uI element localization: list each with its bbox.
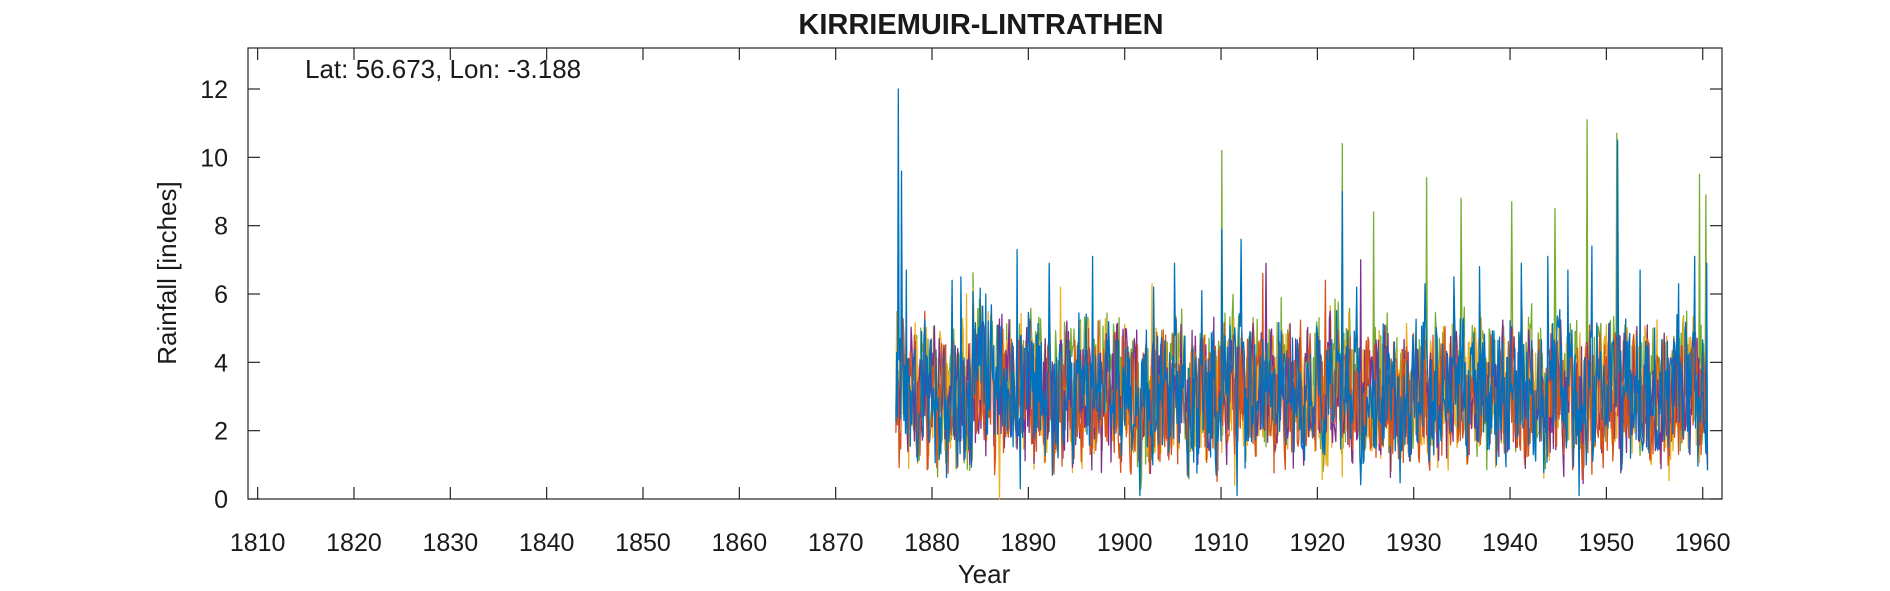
series-layer [895, 88, 1709, 500]
y-tick-label: 2 [214, 418, 228, 446]
y-tick-label: 6 [214, 281, 228, 309]
x-tick-label: 1880 [904, 529, 960, 557]
y-tick-label: 4 [214, 349, 228, 377]
series-line-4 [895, 272, 1709, 482]
x-tick-label: 1840 [519, 529, 575, 557]
x-tick-label: 1920 [1290, 529, 1346, 557]
y-axis-label: Rainfall [inches] [152, 181, 182, 365]
x-tick-label: 1950 [1579, 529, 1635, 557]
x-tick-label: 1850 [615, 529, 671, 557]
x-tick-label: 1890 [1001, 529, 1057, 557]
x-tick-label: 1830 [423, 529, 479, 557]
y-tick-label: 8 [214, 213, 228, 241]
plot-area-border [247, 47, 1723, 500]
location-annotation: Lat: 56.673, Lon: -3.188 [305, 54, 581, 84]
x-tick-label: 1820 [326, 529, 382, 557]
x-tick-label: 1860 [712, 529, 768, 557]
tick-marks [248, 48, 1722, 500]
x-tick-label: 1870 [808, 529, 864, 557]
y-tick-label: 12 [200, 76, 228, 104]
y-tick-label: 0 [214, 486, 228, 514]
y-tick-labels: 0 2 4 6 8 10 12 [200, 76, 228, 514]
x-tick-label: 1910 [1193, 529, 1249, 557]
x-tick-label: 1940 [1482, 529, 1538, 557]
x-tick-label: 1930 [1386, 529, 1442, 557]
y-tick-label: 10 [200, 144, 228, 172]
chart-title: KIRRIEMUIR-LINTRATHEN [798, 9, 1163, 41]
x-tick-label: 1960 [1675, 529, 1731, 557]
x-axis-label: Year [958, 559, 1011, 589]
series-line-5 [895, 88, 1709, 497]
x-tick-label: 1900 [1097, 529, 1153, 557]
x-tick-label: 1810 [230, 529, 286, 557]
x-tick-labels: 1810 1820 1830 1840 1850 1860 1870 1880 1890 1900… [230, 529, 1731, 557]
